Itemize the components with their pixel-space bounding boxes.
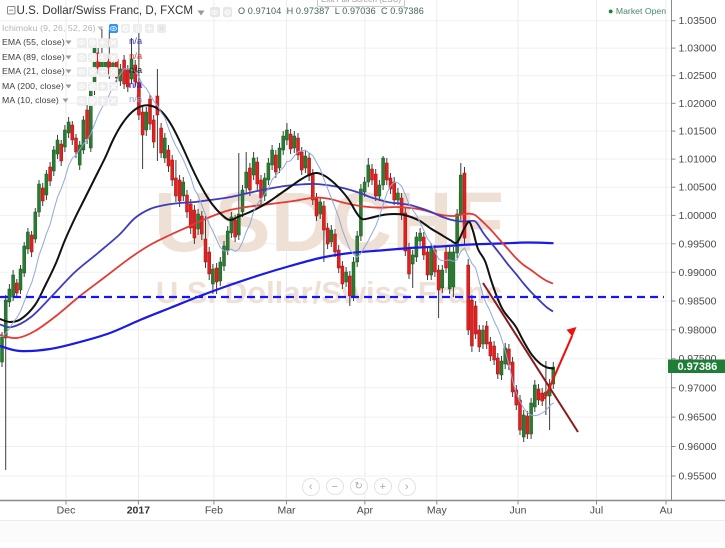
svg-text:1.03000: 1.03000 [679,43,717,55]
svg-text:1.01500: 1.01500 [679,126,717,138]
svg-text:Mar: Mar [277,505,296,517]
svg-text:1.02500: 1.02500 [679,70,717,82]
svg-text:May: May [427,505,448,517]
svg-text:0.99000: 0.99000 [679,267,717,279]
svg-text:Feb: Feb [205,505,223,517]
svg-text:0.95500: 0.95500 [679,471,717,483]
svg-text:0.97386: 0.97386 [678,361,718,373]
svg-text:1.03500: 1.03500 [679,15,717,27]
svg-text:1.02000: 1.02000 [679,98,717,110]
svg-text:0.96500: 0.96500 [679,412,717,424]
svg-text:0.98500: 0.98500 [679,296,717,308]
svg-text:0.96000: 0.96000 [679,441,717,453]
svg-text:Apr: Apr [357,505,374,517]
svg-text:1.01000: 1.01000 [679,154,717,166]
svg-text:Dec: Dec [57,505,76,517]
svg-text:0.97000: 0.97000 [679,382,717,394]
svg-text:0.98000: 0.98000 [679,324,717,336]
svg-text:Au: Au [660,505,673,517]
svg-text:Jul: Jul [590,505,603,517]
svg-text:{}: {} [135,26,139,32]
svg-text:Jun: Jun [510,505,527,517]
svg-text:0.99500: 0.99500 [679,238,717,250]
svg-text:1.00500: 1.00500 [679,182,717,194]
svg-text:2017: 2017 [127,505,151,517]
svg-text:1.00000: 1.00000 [679,210,717,222]
